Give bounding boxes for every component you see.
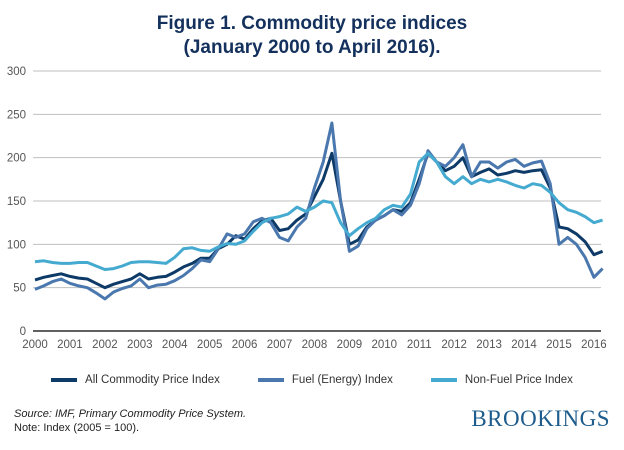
source-text: Source: IMF, Primary Commodity Price Sys…: [14, 408, 247, 420]
y-tick-label: 150: [7, 196, 26, 208]
x-tick-label: 2015: [546, 339, 572, 351]
y-tick-label: 250: [7, 109, 26, 121]
title-line-1: Figure 1. Commodity price indices: [156, 13, 468, 34]
legend-item: All Commodity Price Index: [51, 374, 220, 386]
note-text: Note: Index (2005 = 100).: [14, 422, 140, 434]
x-tick-label: 2001: [57, 339, 83, 351]
legend-swatch: [257, 378, 284, 382]
y-tick-label: 100: [7, 239, 26, 251]
chart-title: Figure 1. Commodity price indices (Januar…: [0, 12, 624, 60]
legend-label: Non-Fuel Price Index: [464, 374, 573, 386]
legend-swatch: [51, 378, 78, 382]
series-line-fuel-energy-index: [34, 121, 604, 301]
legend-item: Non-Fuel Price Index: [430, 374, 573, 386]
x-tick-label: 2000: [22, 339, 48, 351]
series-line-all-commodity-price-index: [34, 151, 604, 290]
x-tick-label: 2016: [581, 339, 607, 351]
series-line-non-fuel-price-index: [34, 151, 604, 271]
x-tick-label: 2013: [476, 339, 502, 351]
x-tick-label: 2009: [337, 339, 363, 351]
x-tick-label: 2010: [372, 339, 398, 351]
x-tick-label: 2007: [267, 339, 293, 351]
y-tick-label: 50: [13, 283, 26, 295]
x-tick-label: 2004: [162, 339, 188, 351]
y-tick-label: 0: [20, 326, 26, 338]
x-tick-label: 2002: [92, 339, 118, 351]
legend-item: Fuel (Energy) Index: [257, 374, 393, 386]
legend-swatch: [430, 378, 457, 382]
x-tick-label: 2011: [407, 339, 432, 351]
x-tick-label: 2012: [441, 339, 467, 351]
legend-label: All Commodity Price Index: [85, 374, 220, 386]
title-line-2: (January 2000 to April 2016).: [183, 37, 441, 58]
source-notes: Source: IMF, Primary Commodity Price Sys…: [14, 407, 246, 435]
y-tick-label: 300: [7, 66, 26, 78]
x-tick-label: 2003: [127, 339, 153, 351]
legend-label: Fuel (Energy) Index: [291, 374, 393, 386]
x-tick-label: 2014: [511, 339, 537, 351]
line-chart: 0 50 100 150 200 250 300 2000 2001 2002 2003 2004 20…: [7, 66, 607, 351]
brookings-logo: BROOKINGS: [471, 406, 610, 431]
x-tick-label: 2008: [302, 339, 328, 351]
x-tick-label: 2006: [232, 339, 258, 351]
y-tick-label: 200: [7, 153, 26, 165]
legend: All Commodity Price Index Fuel (Energy) I…: [0, 374, 624, 386]
x-tick-label: 2005: [197, 339, 223, 351]
